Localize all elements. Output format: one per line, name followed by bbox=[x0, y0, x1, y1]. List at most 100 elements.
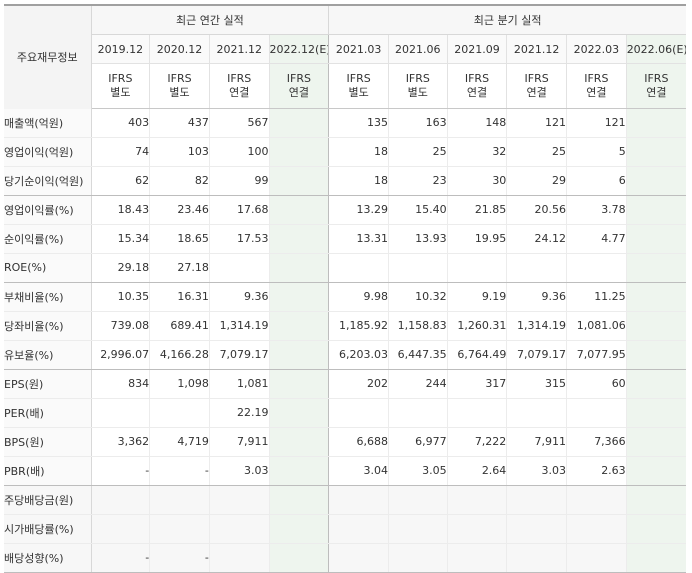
value-cell: 17.53 bbox=[208, 224, 270, 254]
accounting-standard: IFRS 연결 bbox=[446, 63, 507, 109]
value-cell bbox=[268, 369, 329, 399]
value-cell: 82 bbox=[149, 166, 210, 196]
value-cell bbox=[90, 485, 150, 515]
table-row: EPS(원) 834 1,098 1,081 202 244 317 315 60 bbox=[4, 369, 686, 399]
value-cell bbox=[446, 514, 507, 544]
period-header: 2020.12 bbox=[149, 34, 210, 64]
value-cell bbox=[566, 253, 627, 283]
value-cell: - bbox=[149, 456, 210, 486]
value-cell bbox=[268, 398, 329, 428]
value-cell bbox=[208, 253, 270, 283]
value-cell: 15.34 bbox=[90, 224, 150, 254]
value-cell: 10.32 bbox=[387, 282, 448, 312]
value-cell bbox=[446, 485, 507, 515]
value-cell: 20.56 bbox=[506, 195, 567, 225]
row-label: 영업이익률(%) bbox=[4, 195, 92, 225]
value-cell bbox=[506, 398, 567, 428]
accounting-scope: 연결 bbox=[586, 86, 607, 99]
value-cell: 100 bbox=[208, 137, 270, 167]
accounting-standard: IFRS 별도 bbox=[149, 63, 210, 109]
value-cell bbox=[625, 224, 686, 254]
value-cell: 6,688 bbox=[328, 427, 389, 457]
row-label: PER(배) bbox=[4, 398, 92, 428]
row-label: ROE(%) bbox=[4, 253, 92, 283]
value-cell: 18 bbox=[328, 137, 389, 167]
value-cell bbox=[268, 166, 329, 196]
value-cell: 18.43 bbox=[90, 195, 150, 225]
value-cell: 103 bbox=[149, 137, 210, 167]
value-cell bbox=[625, 543, 686, 573]
value-cell bbox=[506, 253, 567, 283]
value-cell bbox=[566, 485, 627, 515]
value-cell: 689.41 bbox=[149, 311, 210, 341]
value-cell bbox=[446, 543, 507, 573]
value-cell bbox=[625, 108, 686, 138]
accounting-scope: 별도 bbox=[169, 86, 190, 99]
value-cell: 121 bbox=[506, 108, 567, 138]
value-cell: 23.46 bbox=[149, 195, 210, 225]
row-label: 매출액(억원) bbox=[4, 108, 92, 138]
value-cell bbox=[268, 195, 329, 225]
period-header: 2021.09 bbox=[446, 34, 507, 64]
value-cell bbox=[149, 485, 210, 515]
table-row: 당기순이익(억원) 62 82 99 18 23 30 29 6 bbox=[4, 166, 686, 196]
accounting-scope: 연결 bbox=[526, 86, 547, 99]
accounting-standard: IFRS 별도 bbox=[328, 63, 389, 109]
value-cell bbox=[506, 543, 567, 573]
financial-summary-table: 주요재무정보 최근 연간 실적 최근 분기 실적 2019.12 2020.12 2… bbox=[4, 4, 686, 573]
value-cell bbox=[625, 311, 686, 341]
value-cell bbox=[566, 398, 627, 428]
period-header: 2022.03 bbox=[566, 34, 627, 64]
value-cell: 32 bbox=[446, 137, 507, 167]
value-cell: 24.12 bbox=[506, 224, 567, 254]
value-cell: 437 bbox=[149, 108, 210, 138]
value-cell bbox=[387, 398, 448, 428]
value-cell: 1,314.19 bbox=[506, 311, 567, 341]
value-cell bbox=[446, 398, 507, 428]
row-label: PBR(배) bbox=[4, 456, 92, 486]
accounting-standard: IFRS 연결 bbox=[208, 63, 270, 109]
value-cell bbox=[268, 543, 329, 573]
value-cell: 7,366 bbox=[566, 427, 627, 457]
value-cell: 22.19 bbox=[208, 398, 270, 428]
accounting-standard: IFRS 연결 bbox=[625, 63, 686, 109]
value-cell: 3.03 bbox=[506, 456, 567, 486]
value-cell bbox=[506, 514, 567, 544]
value-cell: 11.25 bbox=[566, 282, 627, 312]
row-label: 당좌비율(%) bbox=[4, 311, 92, 341]
quarter-header: 최근 분기 실적 bbox=[328, 4, 686, 35]
value-cell bbox=[90, 398, 150, 428]
value-cell: 1,260.31 bbox=[446, 311, 507, 341]
table-row: 배당성향(%) - - bbox=[4, 543, 686, 573]
value-cell: 17.68 bbox=[208, 195, 270, 225]
value-cell: 18.65 bbox=[149, 224, 210, 254]
accounting-standard: IFRS 연결 bbox=[506, 63, 567, 109]
value-cell bbox=[625, 514, 686, 544]
value-cell: 7,911 bbox=[208, 427, 270, 457]
value-cell: 21.85 bbox=[446, 195, 507, 225]
value-cell bbox=[566, 514, 627, 544]
value-cell bbox=[268, 224, 329, 254]
value-cell bbox=[328, 514, 389, 544]
table-row: 순이익률(%) 15.34 18.65 17.53 13.31 13.93 19.95 24.… bbox=[4, 224, 686, 254]
accounting-standard-type: IFRS bbox=[524, 72, 549, 85]
value-cell bbox=[328, 543, 389, 573]
row-label: 배당성향(%) bbox=[4, 543, 92, 573]
annual-header: 최근 연간 실적 bbox=[91, 4, 330, 35]
period-header: 2019.12 bbox=[90, 34, 150, 64]
accounting-standard-type: IFRS bbox=[108, 72, 133, 85]
corner-label: 주요재무정보 bbox=[4, 4, 92, 109]
value-cell bbox=[625, 282, 686, 312]
period-header-row: 2019.12 2020.12 2021.12 2022.12(E) 2021.03 20… bbox=[4, 34, 686, 64]
value-cell bbox=[387, 485, 448, 515]
value-cell: 16.31 bbox=[149, 282, 210, 312]
value-cell bbox=[506, 485, 567, 515]
value-cell: 18 bbox=[328, 166, 389, 196]
period-header: 2022.06(E) bbox=[625, 34, 686, 64]
table-body: 매출액(억원) 403 437 567 135 163 148 121 121 영업이익(억원) 7… bbox=[4, 108, 686, 573]
accounting-scope: 연결 bbox=[229, 86, 250, 99]
value-cell: 9.98 bbox=[328, 282, 389, 312]
value-cell: - bbox=[90, 456, 150, 486]
value-cell bbox=[90, 514, 150, 544]
value-cell: 7,077.95 bbox=[566, 340, 627, 370]
